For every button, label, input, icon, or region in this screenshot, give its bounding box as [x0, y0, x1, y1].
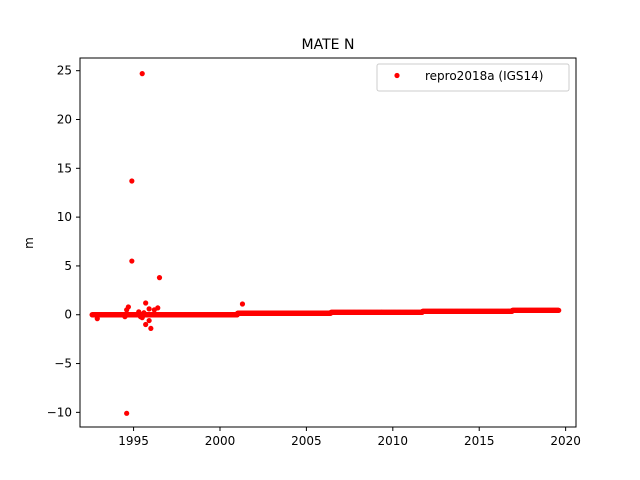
- data-point: [124, 410, 130, 416]
- data-point: [151, 307, 157, 313]
- y-axis-label: m: [22, 237, 36, 249]
- y-tick-label: 15: [57, 161, 72, 175]
- legend-label: repro2018a (IGS14): [425, 69, 543, 83]
- data-point: [139, 315, 145, 321]
- data-point: [94, 316, 100, 322]
- data-point: [239, 301, 246, 307]
- y-tick-label: 25: [57, 64, 72, 78]
- data-point: [129, 258, 135, 264]
- y-tick-label: 0: [64, 308, 72, 322]
- data-point: [148, 325, 154, 332]
- x-tick-label: 2010: [378, 434, 409, 448]
- data-point: [146, 317, 152, 324]
- y-tick-label: 10: [57, 210, 72, 224]
- x-tick-label: 2020: [550, 434, 581, 448]
- data-point: [124, 307, 130, 313]
- data-point: [143, 321, 149, 328]
- data-point: [129, 178, 135, 184]
- legend: repro2018a (IGS14): [376, 63, 570, 92]
- data-point: [136, 309, 142, 315]
- y-tick-label: 5: [64, 259, 72, 273]
- legend-marker: [394, 72, 400, 79]
- data-point: [141, 310, 147, 316]
- x-tick-label: 2000: [205, 434, 236, 448]
- plot-frame: [79, 57, 577, 428]
- data-points: [89, 71, 562, 416]
- x-tick-label: 2015: [464, 434, 495, 448]
- data-point: [146, 306, 152, 312]
- x-axis: 1995 2000 2005 2010 2015 2020: [118, 427, 581, 448]
- y-axis: −10 −5 0 5 10 15 20 25: [47, 64, 80, 419]
- x-tick-label: 1995: [118, 434, 149, 448]
- data-point: [143, 300, 149, 306]
- data-point: [122, 314, 128, 320]
- y-tick-label: −5: [54, 357, 72, 371]
- chart-title: MATE N: [302, 37, 355, 53]
- x-tick-label: 2005: [291, 434, 322, 448]
- data-point: [156, 275, 163, 281]
- y-tick-label: 20: [57, 113, 72, 127]
- legend-box: [376, 63, 570, 92]
- data-point: [556, 307, 562, 313]
- data-point: [139, 71, 145, 77]
- y-tick-label: −10: [47, 405, 72, 419]
